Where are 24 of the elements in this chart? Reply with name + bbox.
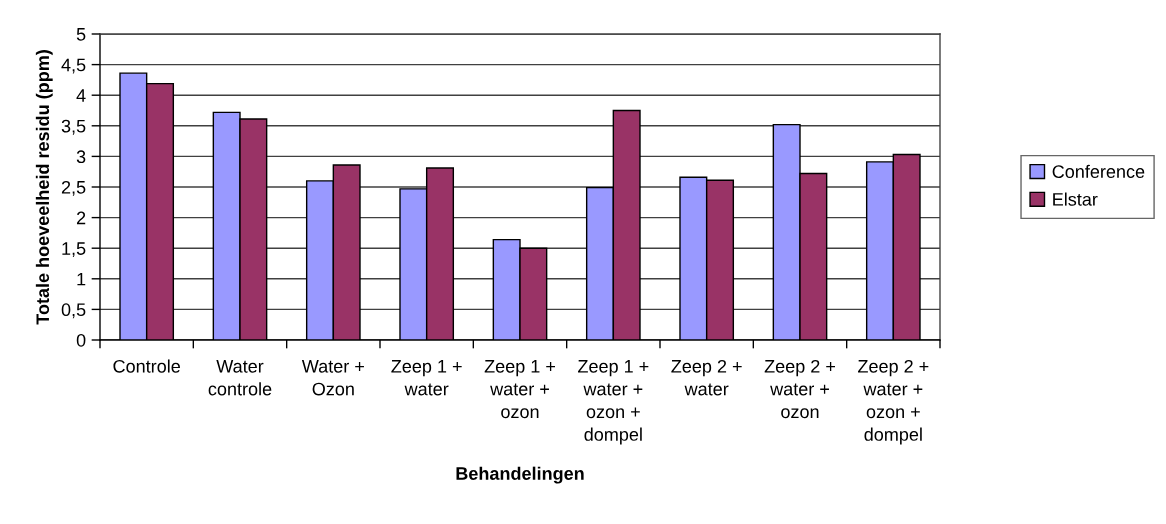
x-axis-title: Behandelingen	[456, 466, 584, 484]
y-tick-label: 1	[77, 272, 86, 286]
x-tick-label: Zeep 1 + water + ozon + dompel	[578, 360, 649, 445]
y-tick-label: 3,5	[61, 119, 86, 135]
x-tick-label: Water + Ozon	[301, 360, 364, 396]
y-tick-label: 2,5	[61, 180, 86, 196]
x-tick-label: Zeep 2 + water	[671, 359, 742, 396]
x-tick-label: Controle	[113, 359, 180, 373]
y-axis-title: Totale hoeveelheid residu (ppm)	[35, 50, 53, 325]
y-tick-label: 3	[76, 150, 86, 164]
x-tick-label: Zeep 1 + water	[391, 360, 462, 396]
y-tick-label: 1,5	[62, 242, 86, 258]
y-tick-label: 0,5	[61, 303, 86, 319]
x-tick-label: Zeep 1 + water + ozon	[484, 360, 555, 419]
legend-label: Elstar	[1053, 192, 1098, 206]
y-tick-label: 4,5	[61, 58, 86, 74]
x-tick-label: Zeep 2 + water + ozon + dompel	[858, 359, 929, 445]
x-tick-label: Zeep 2 + water + ozon	[764, 359, 835, 419]
y-tick-label: 5	[76, 28, 86, 41]
legend-label: Conference	[1052, 164, 1145, 179]
y-tick-label: 0	[76, 333, 86, 347]
x-tick-label: Water controle	[208, 360, 272, 396]
y-tick-label: 2	[76, 211, 86, 225]
y-tick-label: 4	[76, 89, 86, 102]
